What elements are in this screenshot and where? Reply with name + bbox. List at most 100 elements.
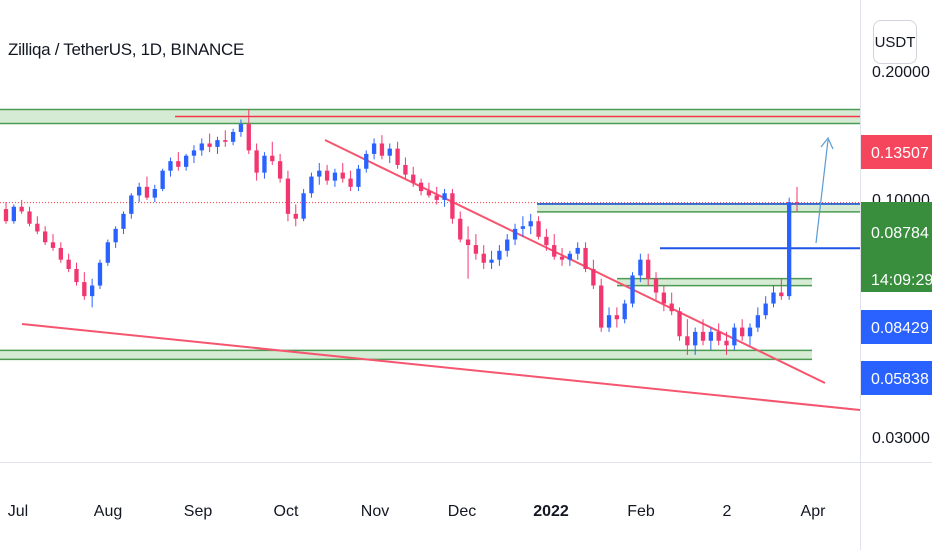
candle-body (591, 268, 596, 286)
candle-body (152, 188, 157, 198)
candle-body (207, 143, 212, 147)
y-tick-label: 0.03000 (872, 430, 930, 447)
x-tick-label: Nov (361, 503, 389, 520)
candle-body (528, 221, 533, 227)
countdown-label: 14:09:29 (871, 272, 932, 289)
candle-body (199, 143, 204, 151)
candle-body (27, 211, 32, 224)
candle-body (50, 242, 56, 248)
target-arrow-head (820, 136, 834, 150)
candle-body (763, 303, 768, 316)
candle-body (646, 259, 651, 279)
candle-body (293, 213, 298, 219)
candle-body (348, 178, 353, 187)
candle-body (505, 239, 510, 251)
candle-body (176, 161, 181, 167)
price-badge (861, 135, 932, 169)
candle-body (575, 247, 580, 254)
price-badge-label: 0.05838 (871, 371, 929, 388)
candle-body (301, 193, 306, 219)
price-badge (861, 202, 932, 292)
candle-body (677, 311, 682, 337)
candle-body (716, 331, 721, 341)
candle-body (779, 292, 784, 297)
candle-body (332, 172, 338, 181)
x-tick-label: Aug (94, 503, 122, 520)
price-badge (861, 310, 932, 344)
candle-body (442, 193, 447, 200)
candle-body (105, 242, 110, 263)
currency-button[interactable]: USDT (873, 20, 917, 64)
symbol-title[interactable]: Zilliqa / TetherUS, 1D, BINANCE (8, 40, 245, 59)
candle-body (450, 193, 455, 219)
candle-body (787, 202, 792, 297)
lower-support-zone (0, 350, 812, 360)
candle-body (700, 331, 706, 341)
candle-body (740, 327, 745, 337)
candle-body (708, 331, 714, 341)
candle-body (19, 206, 24, 212)
candle-body (113, 228, 118, 243)
candle-body (379, 143, 385, 156)
x-tick-label: Dec (448, 503, 476, 520)
candle-body (747, 327, 753, 337)
candle-body (3, 209, 9, 222)
candle-body (191, 150, 197, 156)
candle-body (583, 247, 588, 269)
candle-body (277, 161, 283, 179)
candle-body (168, 161, 173, 171)
candle-body (544, 236, 549, 246)
candle-body (653, 278, 659, 293)
candle-body (473, 245, 479, 254)
candle-body (66, 259, 71, 269)
candle-body (97, 262, 103, 286)
candle-body (35, 223, 40, 232)
candle-body (465, 239, 471, 246)
candle-body (599, 285, 604, 328)
candle-body (638, 259, 643, 276)
candle-body (238, 124, 244, 132)
candle-body (434, 195, 439, 200)
candle-body (82, 282, 87, 297)
candle-body (794, 202, 800, 204)
y-tick-label: 0.20000 (872, 64, 930, 81)
candle-body (622, 303, 627, 320)
candle-body (74, 268, 79, 283)
candle-body (160, 170, 165, 189)
candle-body (270, 155, 275, 162)
target-arrow-line (815, 139, 829, 244)
candle-body (481, 253, 486, 263)
candle-body (129, 195, 134, 214)
x-tick-label: Oct (274, 503, 299, 520)
candle-body (630, 275, 635, 304)
candle-body (121, 213, 126, 229)
price-badge (861, 361, 932, 395)
candle-body (497, 250, 502, 260)
candle-body (614, 315, 620, 320)
candle-body (371, 143, 377, 154)
candle-body (230, 131, 236, 142)
candle-body (262, 155, 267, 173)
descending-trendline-upper (324, 139, 826, 384)
candle-body (395, 148, 400, 165)
candle-body (693, 331, 698, 346)
candle-body (520, 226, 526, 229)
candle-body (724, 340, 729, 346)
candle-body (661, 292, 667, 304)
candle-body (732, 327, 737, 346)
candle-body (223, 140, 228, 142)
candle-body (685, 336, 690, 346)
candle-body (567, 253, 573, 260)
candle-body (559, 256, 565, 260)
price-badge-label: 0.08784 (871, 225, 929, 242)
x-tick-label: Feb (627, 503, 655, 520)
x-tick-label: Jul (8, 503, 28, 520)
candle-body (43, 231, 48, 243)
candle-body (755, 315, 760, 328)
candle-body (246, 124, 251, 151)
candle-body (285, 178, 291, 214)
candle-body (458, 218, 463, 240)
candle-body (669, 303, 674, 312)
